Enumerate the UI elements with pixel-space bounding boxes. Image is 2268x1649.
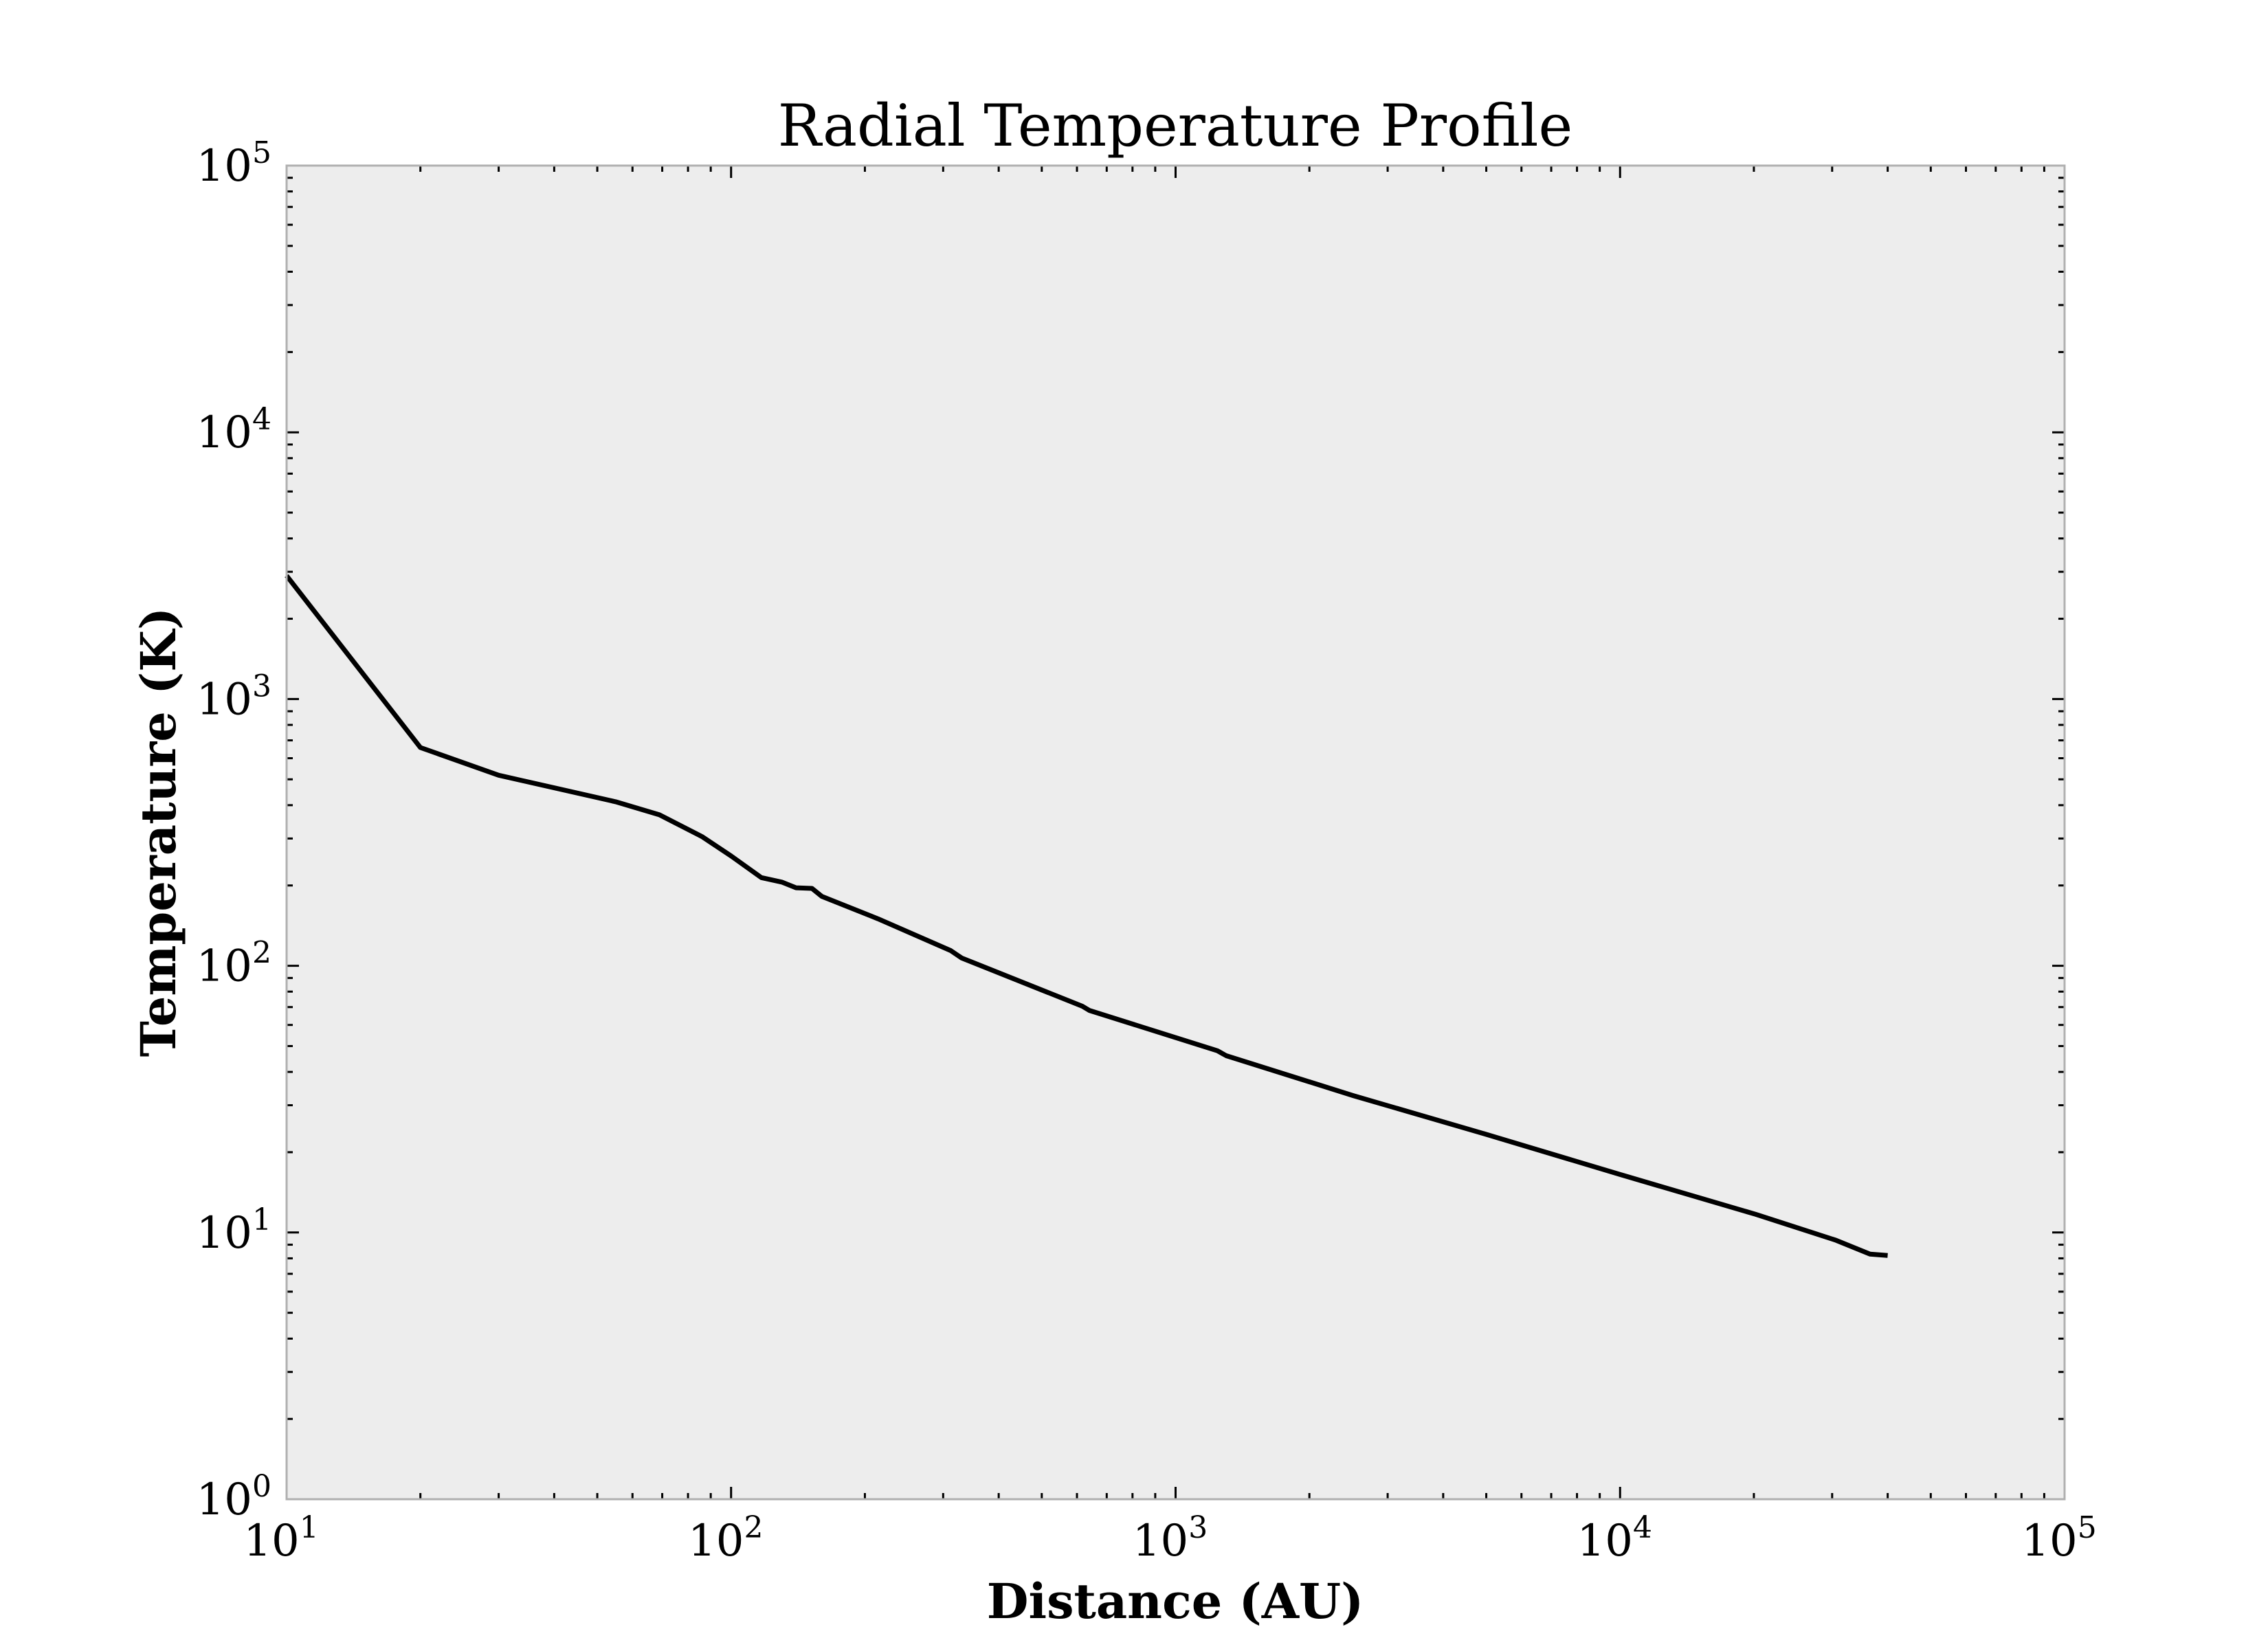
y-tick-label: 103 — [197, 669, 271, 725]
x-tick-label: 102 — [688, 1510, 763, 1567]
y-tick-label: 102 — [197, 936, 271, 992]
x-tick-label: 101 — [243, 1510, 318, 1567]
x-tick-label: 104 — [1577, 1510, 1652, 1567]
axes-frame — [285, 164, 2066, 1501]
temperature-line — [285, 574, 1888, 1258]
y-tick-label: 105 — [197, 135, 271, 192]
y-axis-label: Temperature (K) — [130, 607, 187, 1057]
axes-background — [287, 166, 2065, 1499]
x-tick-label: 103 — [1133, 1510, 1208, 1567]
chart-title: Radial Temperature Profile — [778, 92, 1572, 159]
x-axis-label: Distance (AU) — [987, 1573, 1364, 1630]
y-tick-label: 101 — [197, 1202, 271, 1259]
x-tick-label: 105 — [2021, 1510, 2096, 1567]
y-tick-label: 100 — [197, 1469, 271, 1525]
y-tick-label: 104 — [197, 402, 271, 458]
